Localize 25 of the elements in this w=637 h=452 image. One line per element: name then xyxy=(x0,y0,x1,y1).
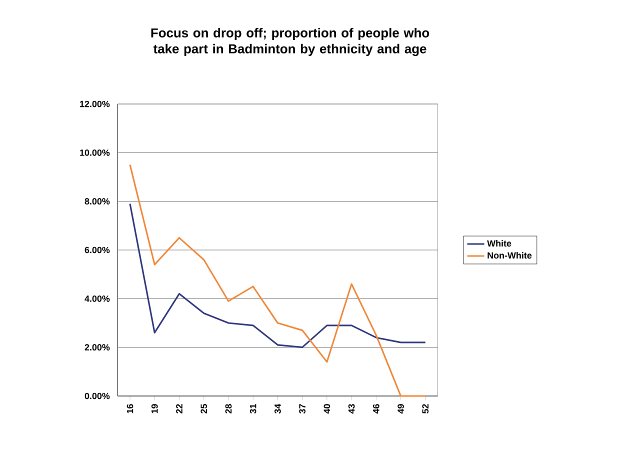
x-tick-label: 34 xyxy=(274,404,281,414)
x-tick-label: 31 xyxy=(250,404,256,414)
line-series xyxy=(129,164,426,397)
y-tick-label: 10.00% xyxy=(80,149,110,156)
y-tick-label: 4.00% xyxy=(84,295,110,302)
legend-label: White xyxy=(487,240,512,247)
legend-label: Non-White xyxy=(488,252,532,259)
x-tick-label: 52 xyxy=(422,404,429,414)
x-tick-label: 19 xyxy=(151,404,158,414)
y-tick-label: 0.00% xyxy=(84,392,110,400)
y-tick-label: 6.00% xyxy=(84,246,110,254)
line-series xyxy=(129,202,426,348)
x-tick-label: 46 xyxy=(372,404,380,414)
y-tick-label: 2.00% xyxy=(84,344,110,351)
x-tick-label: 43 xyxy=(348,404,355,414)
x-tick-label: 49 xyxy=(398,404,404,414)
y-tick-label: 12.00% xyxy=(80,100,110,108)
x-tick-label: 37 xyxy=(299,404,306,414)
y-tick-label: 8.00% xyxy=(84,198,110,205)
x-tick-label: 16 xyxy=(126,404,134,414)
chart-title: Focus on drop off; proportion of people who take part in Badminton by ethnicity and age xyxy=(151,28,430,56)
x-tick-label: 25 xyxy=(200,404,208,414)
x-tick-label: 22 xyxy=(176,404,182,414)
x-tick-label: 28 xyxy=(225,404,232,414)
x-tick-label: 40 xyxy=(324,404,330,414)
